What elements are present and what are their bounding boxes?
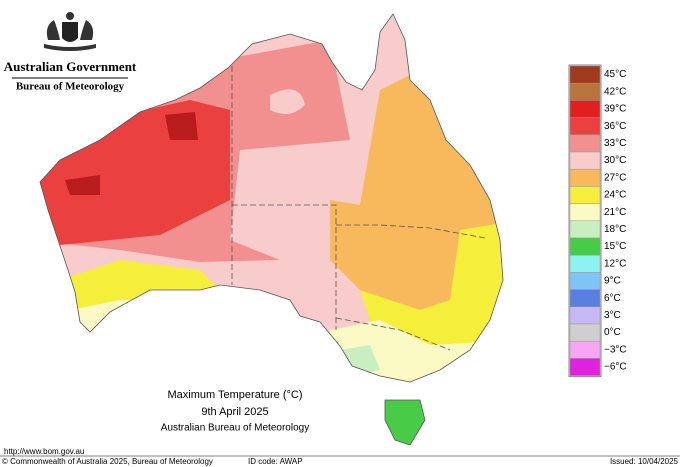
legend-swatch	[569, 134, 601, 153]
legend-swatch	[569, 168, 601, 187]
government-name: Australian Government	[4, 59, 137, 74]
issued-date: Issued: 10/04/2025	[610, 457, 679, 466]
legend-frame	[568, 64, 602, 378]
legend-swatch	[569, 220, 601, 239]
legend-swatch	[569, 151, 601, 170]
legend-label: 18°C	[604, 224, 626, 235]
legend-label: 30°C	[604, 155, 626, 166]
bureau-name: Bureau of Meteorology	[16, 81, 125, 93]
legend-label: 42°C	[604, 86, 626, 97]
map-source: Australian Bureau of Meteorology	[161, 423, 309, 434]
legend-label: 6°C	[604, 293, 621, 304]
legend-label: 12°C	[604, 258, 626, 269]
map-title: Maximum Temperature (°C)	[167, 389, 302, 401]
legend-label: −6°C	[604, 362, 627, 373]
legend-swatch	[569, 100, 601, 118]
tasmania	[384, 399, 426, 446]
website-link[interactable]: http://www.bom.gov.au	[4, 447, 84, 456]
legend-label: 33°C	[604, 138, 626, 149]
legend-label: −3°C	[604, 344, 627, 355]
legend-label: 45°C	[604, 69, 626, 80]
legend-swatch	[569, 323, 601, 342]
legend-swatch	[569, 340, 601, 359]
map-date: 9th April 2025	[201, 406, 268, 418]
legend-label: 24°C	[604, 190, 626, 201]
legend-swatch	[569, 117, 601, 136]
state-borders	[231, 66, 486, 351]
legend-swatch	[569, 306, 601, 325]
legend-swatch	[569, 254, 601, 273]
legend-swatch	[569, 289, 601, 308]
legend-label: 3°C	[604, 310, 621, 321]
legend-swatch	[569, 358, 601, 376]
legend-swatch	[569, 203, 601, 222]
legend-label: 27°C	[604, 172, 626, 183]
legend-swatch	[569, 237, 601, 256]
legend-swatch	[569, 186, 601, 204]
legend-label: 9°C	[604, 276, 621, 287]
legend-label: 39°C	[604, 104, 626, 115]
legend-label: 0°C	[604, 327, 621, 338]
legend-swatch	[569, 82, 601, 101]
legend: 45°C 42°C 39°C 36°C 33°C 30°C 27°C 24°C 21°C 18°C…	[568, 64, 627, 378]
legend-label: 15°C	[604, 241, 626, 252]
copyright: © Commonwealth of Australia 2025, Bureau…	[2, 457, 213, 466]
legend-label: 36°C	[604, 121, 626, 132]
legend-label: 21°C	[604, 207, 626, 218]
id-code: ID code: AWAP	[248, 457, 303, 466]
legend-swatch	[569, 65, 601, 84]
coat-of-arms	[44, 12, 96, 51]
coastline	[39, 13, 504, 383]
legend-swatch	[569, 272, 601, 290]
